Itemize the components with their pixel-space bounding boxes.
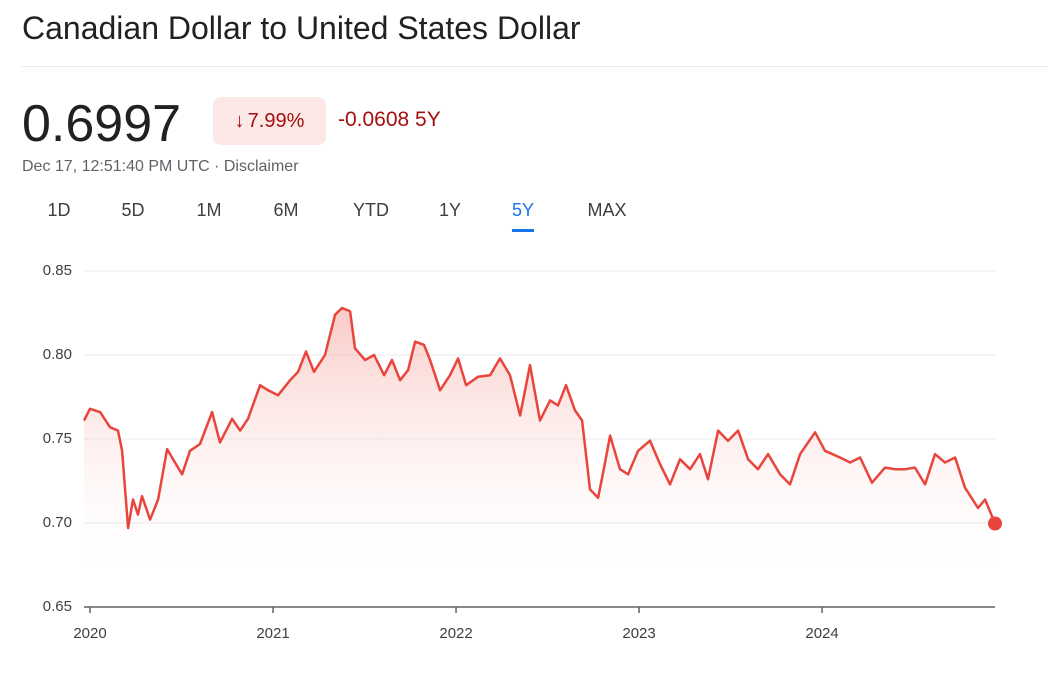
x-tick-label: 2023 <box>622 625 655 642</box>
area <box>84 308 995 567</box>
range-tab[interactable]: 1D <box>47 200 71 220</box>
y-tick-label: 0.75 <box>43 430 72 447</box>
page-title: Canadian Dollar to United States Dollar <box>22 10 581 46</box>
range-tab[interactable]: YTD <box>353 200 389 220</box>
range-tab[interactable]: 5D <box>121 200 145 220</box>
y-tick-label: 0.80 <box>43 346 72 363</box>
x-tick-label: 2020 <box>73 625 106 642</box>
change: -0.0608 5Y <box>338 108 441 131</box>
range-tab[interactable]: 1M <box>196 200 222 220</box>
y-tick-label: 0.85 <box>43 262 72 279</box>
divider <box>22 66 1048 67</box>
range-tab[interactable]: 5Y <box>511 200 535 232</box>
range-tabs: 1D 5D 1M 6M YTD 1Y 5Y MAX <box>0 196 700 232</box>
timestamp: Dec 17, 12:51:40 PM UTC · Disclaimer <box>22 158 299 175</box>
change-percent: 7.99% <box>247 109 305 132</box>
y-tick-label: 0.65 <box>43 598 72 615</box>
x-tick-label: 2024 <box>805 625 838 642</box>
range-tab[interactable]: 1Y <box>438 200 462 220</box>
y-tick-label: 0.70 <box>43 514 72 531</box>
down-arrow: ↓ <box>234 109 245 132</box>
price: 0.6997 <box>22 95 182 153</box>
range-tab[interactable]: MAX <box>587 200 627 220</box>
range-tab[interactable]: 6M <box>273 200 299 220</box>
x-tick-label: 2022 <box>439 625 472 642</box>
price-line <box>82 306 997 530</box>
change-badge: ↓ 7.99% <box>213 97 326 145</box>
end-dot <box>988 516 1002 531</box>
x-tick-label: 2021 <box>256 625 289 642</box>
